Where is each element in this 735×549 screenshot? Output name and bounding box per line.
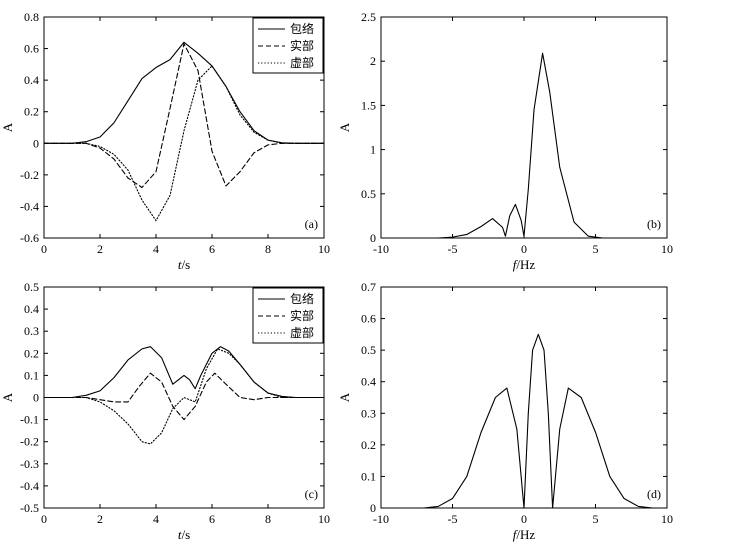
legend-entry-label: 实部 bbox=[290, 308, 314, 323]
y-tick-label: 0.6 bbox=[361, 312, 376, 326]
x-tick-label: 0 bbox=[41, 242, 47, 256]
y-tick-label: 0.4 bbox=[24, 73, 39, 87]
y-tick-label: 0.4 bbox=[361, 375, 376, 389]
legend-box bbox=[252, 17, 324, 74]
chart-panel-a: 0 2 4 6 8 10 -0.6 -0.4 -0.2 0 0.2 0.4 0.6 0.8 t/s A (a) 包… bbox=[0, 10, 330, 272]
series-line-dotted bbox=[43, 348, 325, 445]
panel-label: (d) bbox=[647, 487, 661, 501]
x-tick-label: 6 bbox=[209, 512, 215, 526]
series-line-dotted bbox=[43, 65, 325, 222]
y-tick-label: -0.5 bbox=[20, 501, 39, 515]
x-tick-label: 5 bbox=[593, 242, 599, 256]
y-tick-label: 0.2 bbox=[361, 438, 376, 452]
series-line-spectrum bbox=[380, 52, 668, 239]
y-tick-label: -0.4 bbox=[20, 199, 39, 213]
chart-panel-d: -10 -5 0 5 10 0 0.1 0.2 0.3 0.4 0.5 0.6 0.7 f/Hz A (d) bbox=[337, 280, 673, 542]
x-tick-label: 2 bbox=[97, 242, 103, 256]
y-tick-label: 2.5 bbox=[361, 10, 376, 24]
legend-entry-label: 包络 bbox=[290, 291, 314, 306]
panel-label: (c) bbox=[305, 487, 318, 501]
x-tick-label: 8 bbox=[265, 512, 271, 526]
legend-entry-label: 包络 bbox=[290, 21, 314, 36]
y-axis-label: A bbox=[0, 122, 15, 132]
y-tick-label: 0.1 bbox=[24, 368, 39, 382]
x-tick-label: 10 bbox=[661, 242, 673, 256]
y-tick-label: -0.4 bbox=[20, 479, 39, 493]
y-tick-label: 0.2 bbox=[24, 346, 39, 360]
y-tick-label: -0.6 bbox=[20, 231, 39, 245]
legend-entry-label: 虚部 bbox=[290, 325, 314, 340]
series-line-dashed bbox=[43, 372, 325, 421]
x-tick-label: -10 bbox=[373, 242, 389, 256]
y-tick-label: 0.7 bbox=[361, 280, 376, 294]
plot-frame bbox=[43, 16, 325, 239]
series-line-solid bbox=[43, 346, 325, 399]
y-tick-label: 0.8 bbox=[24, 10, 39, 24]
x-axis-label: t/s bbox=[178, 257, 190, 272]
legend-entry-label: 实部 bbox=[290, 38, 314, 53]
x-tick-label: 10 bbox=[318, 242, 330, 256]
y-tick-label: 0.3 bbox=[24, 324, 39, 338]
y-tick-label: -0.2 bbox=[20, 435, 39, 449]
legend-box bbox=[252, 287, 324, 344]
x-tick-label: 10 bbox=[318, 512, 330, 526]
x-tick-label: 4 bbox=[153, 512, 159, 526]
x-tick-label: 0 bbox=[521, 512, 527, 526]
y-tick-label: 0.5 bbox=[361, 187, 376, 201]
y-tick-label: 0.4 bbox=[24, 302, 39, 316]
x-axis-label: t/s bbox=[178, 527, 190, 542]
y-tick-label: 0 bbox=[33, 136, 39, 150]
x-tick-label: 8 bbox=[265, 242, 271, 256]
x-tick-label: 0 bbox=[41, 512, 47, 526]
y-tick-label: 1 bbox=[370, 143, 376, 157]
x-tick-label: 4 bbox=[153, 242, 159, 256]
panel-label: (a) bbox=[305, 217, 318, 231]
x-tick-label: -5 bbox=[448, 242, 458, 256]
y-tick-label: 0.1 bbox=[361, 469, 376, 483]
x-axis-label: f/Hz bbox=[513, 257, 536, 272]
series-line-spectrum bbox=[380, 333, 668, 509]
x-tick-label: -10 bbox=[373, 512, 389, 526]
y-tick-label: 2 bbox=[370, 54, 376, 68]
panel-label: (b) bbox=[647, 217, 661, 231]
chart-panel-c: 0 2 4 6 8 10 -0.5 -0.4 -0.3 -0.2 -0.1 0 0.1 0.2 0.3 0.4… bbox=[0, 280, 330, 542]
legend-entry-label: 虚部 bbox=[290, 55, 314, 70]
x-tick-label: -5 bbox=[448, 512, 458, 526]
y-tick-label: -0.2 bbox=[20, 168, 39, 182]
y-axis-label: A bbox=[0, 392, 15, 402]
chart-panel-b: -10 -5 0 5 10 0 0.5 1 1.5 2 2.5 f/Hz A (b) bbox=[337, 10, 673, 272]
x-tick-label: 10 bbox=[661, 512, 673, 526]
x-tick-label: 6 bbox=[209, 242, 215, 256]
plot-frame bbox=[380, 286, 668, 509]
x-tick-label: 5 bbox=[593, 512, 599, 526]
y-tick-label: 0 bbox=[370, 231, 376, 245]
y-tick-label: 0 bbox=[33, 391, 39, 405]
y-axis-label: A bbox=[337, 122, 352, 132]
y-tick-label: -0.1 bbox=[20, 413, 39, 427]
y-tick-label: 0.3 bbox=[361, 406, 376, 420]
x-tick-label: 2 bbox=[97, 512, 103, 526]
plot-frame bbox=[380, 16, 668, 239]
y-tick-label: 0 bbox=[370, 501, 376, 515]
x-tick-label: 0 bbox=[521, 242, 527, 256]
y-tick-label: 0.6 bbox=[24, 42, 39, 56]
series-line-dashed bbox=[43, 43, 325, 189]
y-tick-label: 1.5 bbox=[361, 98, 376, 112]
x-axis-label: f/Hz bbox=[513, 527, 536, 542]
y-tick-label: -0.3 bbox=[20, 457, 39, 471]
y-tick-label: 0.2 bbox=[24, 105, 39, 119]
y-tick-label: 0.5 bbox=[24, 280, 39, 294]
y-axis-label: A bbox=[337, 392, 352, 402]
y-tick-label: 0.5 bbox=[361, 343, 376, 357]
